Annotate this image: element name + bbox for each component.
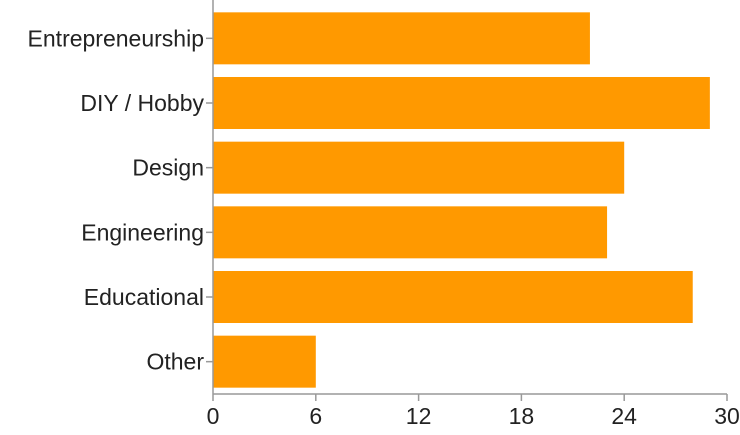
axes [206,0,727,395]
category-label-engineering: Engineering [81,219,204,245]
x-tick-label-0: 0 [207,403,220,429]
bar-engineering [213,206,608,259]
x-tick-label-24: 24 [611,403,637,429]
x-axis-ticks: 0 6 12 18 24 30 [207,394,740,429]
category-label-diy-hobby: DIY / Hobby [80,90,204,116]
x-tick-label-12: 12 [406,403,432,429]
bar-other [213,335,316,388]
bar-design [213,141,625,194]
bar-educational [213,271,693,323]
category-label-other: Other [146,349,204,375]
x-tick-label-6: 6 [309,403,322,429]
category-label-educational: Educational [84,284,204,310]
x-tick-label-18: 18 [509,403,535,429]
bar-diy-hobby [213,77,710,129]
category-label-entrepreneurship: Entrepreneurship [28,25,204,51]
bars [213,12,710,388]
category-labels: Entrepreneurship DIY / Hobby Design Enginee… [28,25,205,374]
bar-entrepreneurship [213,12,590,65]
category-label-design: Design [132,155,204,181]
x-tick-label-30: 30 [714,403,740,429]
